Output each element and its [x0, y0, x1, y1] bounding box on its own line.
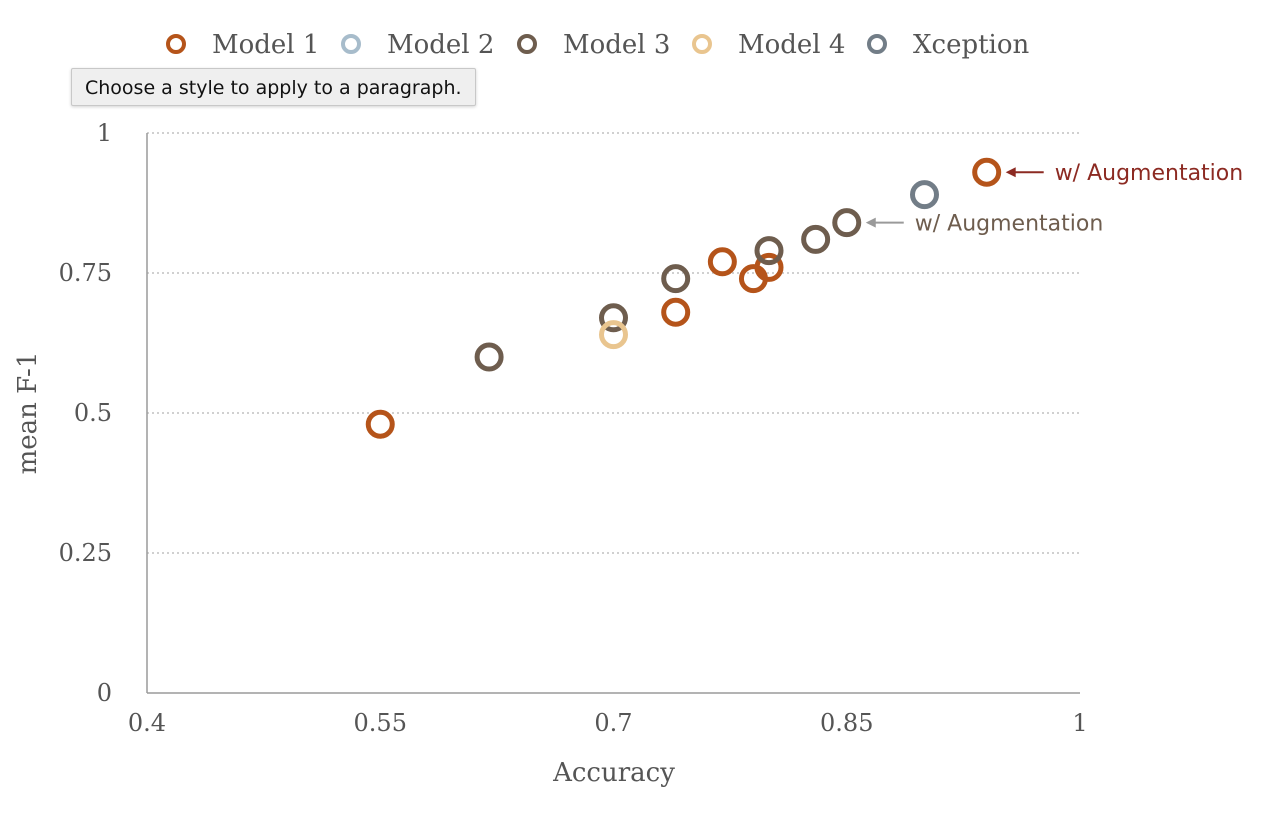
y-tick-label: 0.5: [74, 399, 112, 427]
x-tick-labels: 0.4 0.55 0.7 0.85 1: [128, 709, 1088, 737]
axes: [146, 133, 1080, 694]
data-point: [599, 303, 628, 333]
y-tick-label: 1: [97, 119, 112, 147]
annotation-arrow-head: [1005, 167, 1016, 178]
data-point: [661, 297, 691, 327]
legend-label: Model 3: [563, 30, 670, 60]
x-tick-label: 0.55: [354, 709, 407, 737]
y-tick-label: 0.75: [59, 259, 112, 287]
legend-marker: [341, 34, 361, 54]
legend-label: Xception: [913, 30, 1030, 60]
annotation-arrow-head: [865, 217, 876, 228]
data-point: [365, 409, 395, 439]
x-tick-label: 0.4: [128, 709, 166, 737]
data-point: [972, 157, 1002, 187]
x-tick-label: 0.7: [594, 709, 632, 737]
data-point: [832, 208, 862, 238]
legend-marker: [692, 34, 712, 54]
annotations: w/ Augmentation w/ Augmentation: [865, 161, 1244, 237]
legend-label: Model 2: [387, 30, 494, 60]
annotation-label: w/ Augmentation: [915, 212, 1104, 237]
data-points: [365, 157, 1002, 439]
data-point: [801, 224, 831, 254]
x-tick-label: 1: [1072, 709, 1087, 737]
data-point: [910, 180, 939, 210]
legend-marker: [166, 34, 186, 54]
y-tick-label: 0: [97, 679, 112, 707]
y-tick-label: 0.25: [59, 539, 112, 567]
style-tooltip: Choose a style to apply to a paragraph.: [71, 68, 476, 106]
data-point: [754, 252, 784, 282]
data-point: [707, 247, 737, 277]
legend-marker: [867, 34, 887, 54]
legend-label: Model 4: [738, 30, 845, 60]
data-point: [599, 320, 628, 350]
data-point: [754, 236, 784, 266]
y-axis-label: mean F-1: [13, 352, 43, 475]
y-tick-labels: 0 0.25 0.5 0.75 1: [59, 119, 112, 707]
legend-marker: [517, 34, 537, 54]
gridlines: [147, 132, 1080, 554]
data-point: [474, 342, 504, 372]
x-axis-label: Accuracy: [552, 758, 675, 788]
legend: Model 1 Model 2 Model 3 Model 4 Xception: [166, 30, 1030, 60]
x-tick-label: 0.85: [820, 709, 873, 737]
data-point: [661, 264, 691, 294]
legend-label: Model 1: [212, 30, 319, 60]
annotation-label: w/ Augmentation: [1055, 161, 1244, 186]
